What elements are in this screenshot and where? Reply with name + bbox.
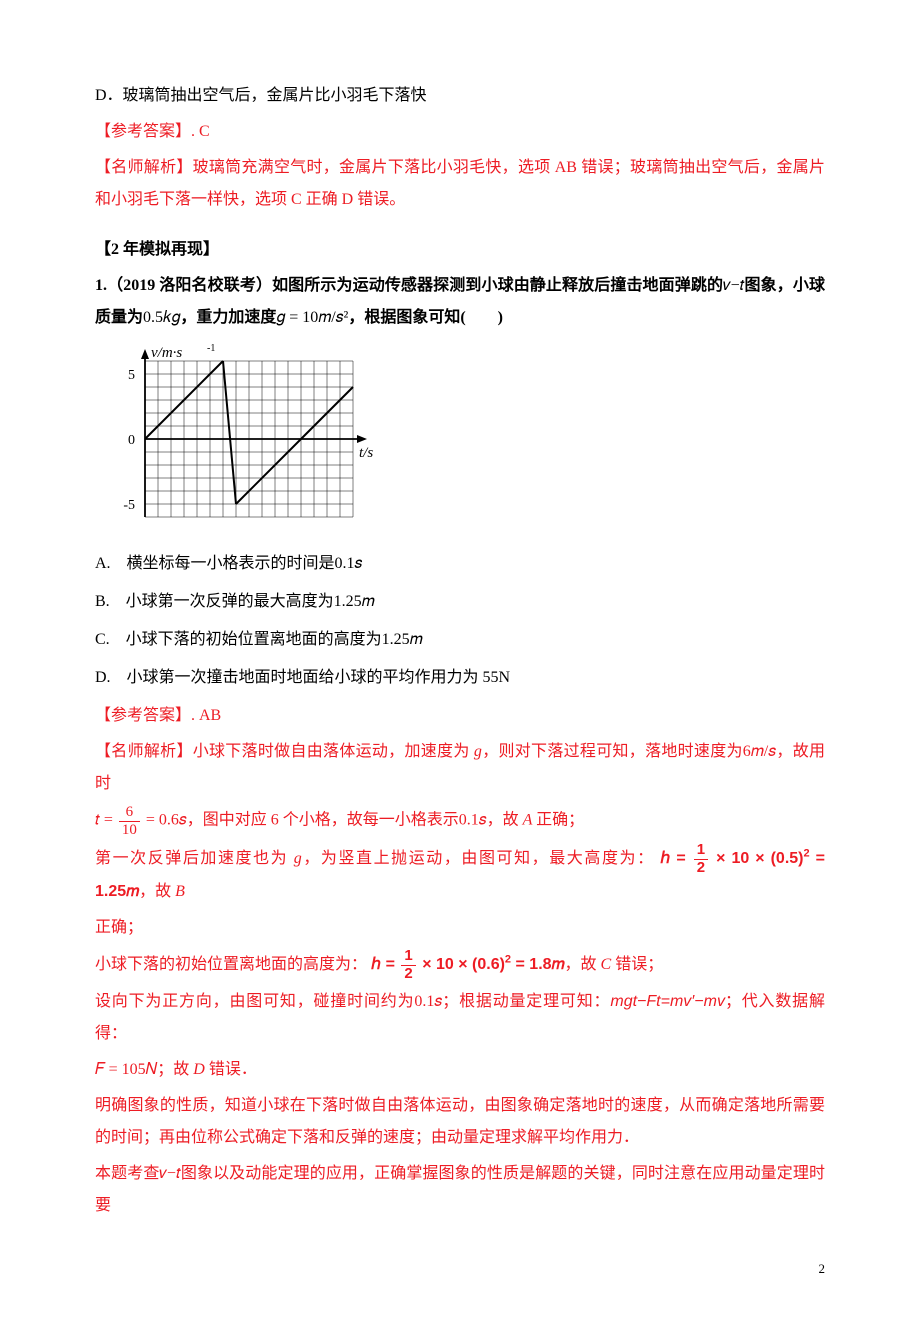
exp-line-7: 明确图象的性质，知道小球在下落时做自由落体运动，由图象确定落地时的速度，从而确定… xyxy=(95,1090,825,1154)
answer-2-label: 【参考答案】. AB xyxy=(95,700,825,732)
option-d: D. 小球第一次撞击地面时地面给小球的平均作用力为 55N xyxy=(95,662,825,694)
fraction-6-10: 610 xyxy=(119,804,140,838)
exp-line-3: 第一次反弹后加速度也为 g，为竖直上抛运动，由图可知，最大高度为： ℎ = 12… xyxy=(95,842,825,908)
option-b: B. 小球第一次反弹的最大高度为1.25𝑚 xyxy=(95,586,825,618)
exp-line-6: 𝐹 = 105𝑁；故 D 错误． xyxy=(95,1054,825,1086)
exp-line-1: 【名师解析】小球下落时做自由落体运动，加速度为 g，则对下落过程可知，落地时速度… xyxy=(95,736,825,800)
option-a: A. 横坐标每一小格表示的时间是0.1𝑠 xyxy=(95,548,825,580)
vt-chart: 5 0 -5 v/m·s -1 t/s xyxy=(95,344,825,534)
prev-option-d: D．玻璃筒抽出空气后，金属片比小羽毛下落快 xyxy=(95,80,825,112)
explanation-1: 【名师解析】玻璃筒充满空气时，金属片下落比小羽毛快，选项 AB 错误；玻璃筒抽出… xyxy=(95,152,825,216)
svg-text:t/s: t/s xyxy=(359,445,373,461)
page-number: 2 xyxy=(95,1256,825,1282)
question-1-stem: 1.（2019 洛阳名校联考）如图所示为运动传感器探测到小球由静止释放后撞击地面… xyxy=(95,270,825,334)
svg-text:-5: -5 xyxy=(123,498,135,513)
svg-text:v/m·s: v/m·s xyxy=(151,345,182,361)
exp-line-2: 𝑡 = 610 = 0.6𝑠，图中对应 6 个小格，故每一小格表示0.1𝑠，故 … xyxy=(95,804,825,838)
exp-line-4: 小球下落的初始位置离地面的高度为： ℎ = 12 × 10 × (0.6)2 =… xyxy=(95,948,825,982)
svg-text:-1: -1 xyxy=(207,344,215,354)
exp-line-8: 本题考查𝑣−𝑡图象以及动能定理的应用，正确掌握图象的性质是解题的关键，同时注意在… xyxy=(95,1158,825,1222)
option-c: C. 小球下落的初始位置离地面的高度为1.25𝑚 xyxy=(95,624,825,656)
exp-line-5: 设向下为正方向，由图可知，碰撞时间约为0.1𝑠；根据动量定理可知：mgt−Ft=… xyxy=(95,986,825,1050)
svg-text:0: 0 xyxy=(128,433,135,448)
answer-1-label: 【参考答案】. C xyxy=(95,116,825,148)
svg-text:5: 5 xyxy=(128,368,135,383)
exp-line-3b: 正确； xyxy=(95,912,825,944)
mock-section-title: 【2 年模拟再现】 xyxy=(95,234,825,266)
